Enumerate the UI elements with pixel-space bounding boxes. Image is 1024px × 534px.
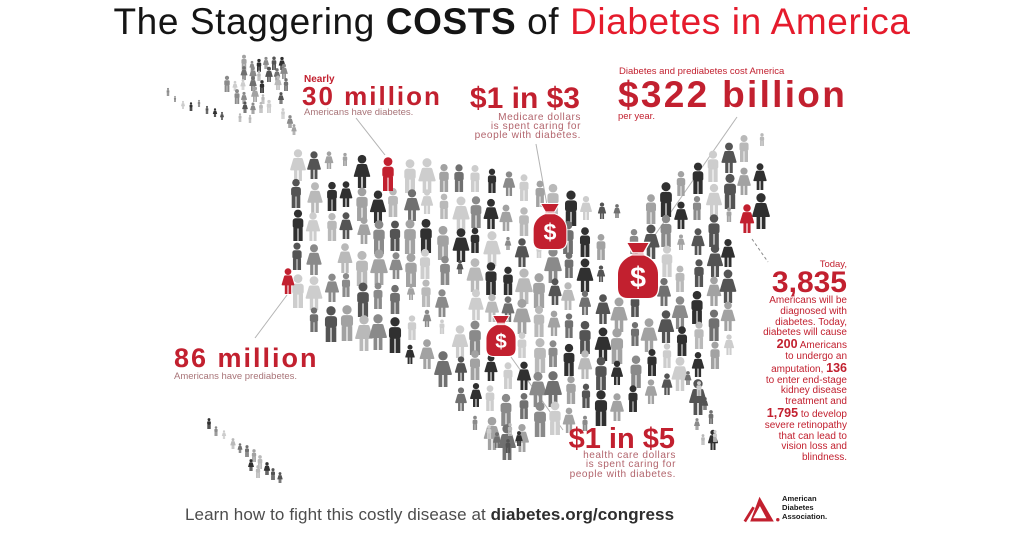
svg-text:$: $: [544, 219, 557, 245]
svg-text:$: $: [630, 262, 646, 294]
svg-text:$: $: [495, 330, 507, 353]
